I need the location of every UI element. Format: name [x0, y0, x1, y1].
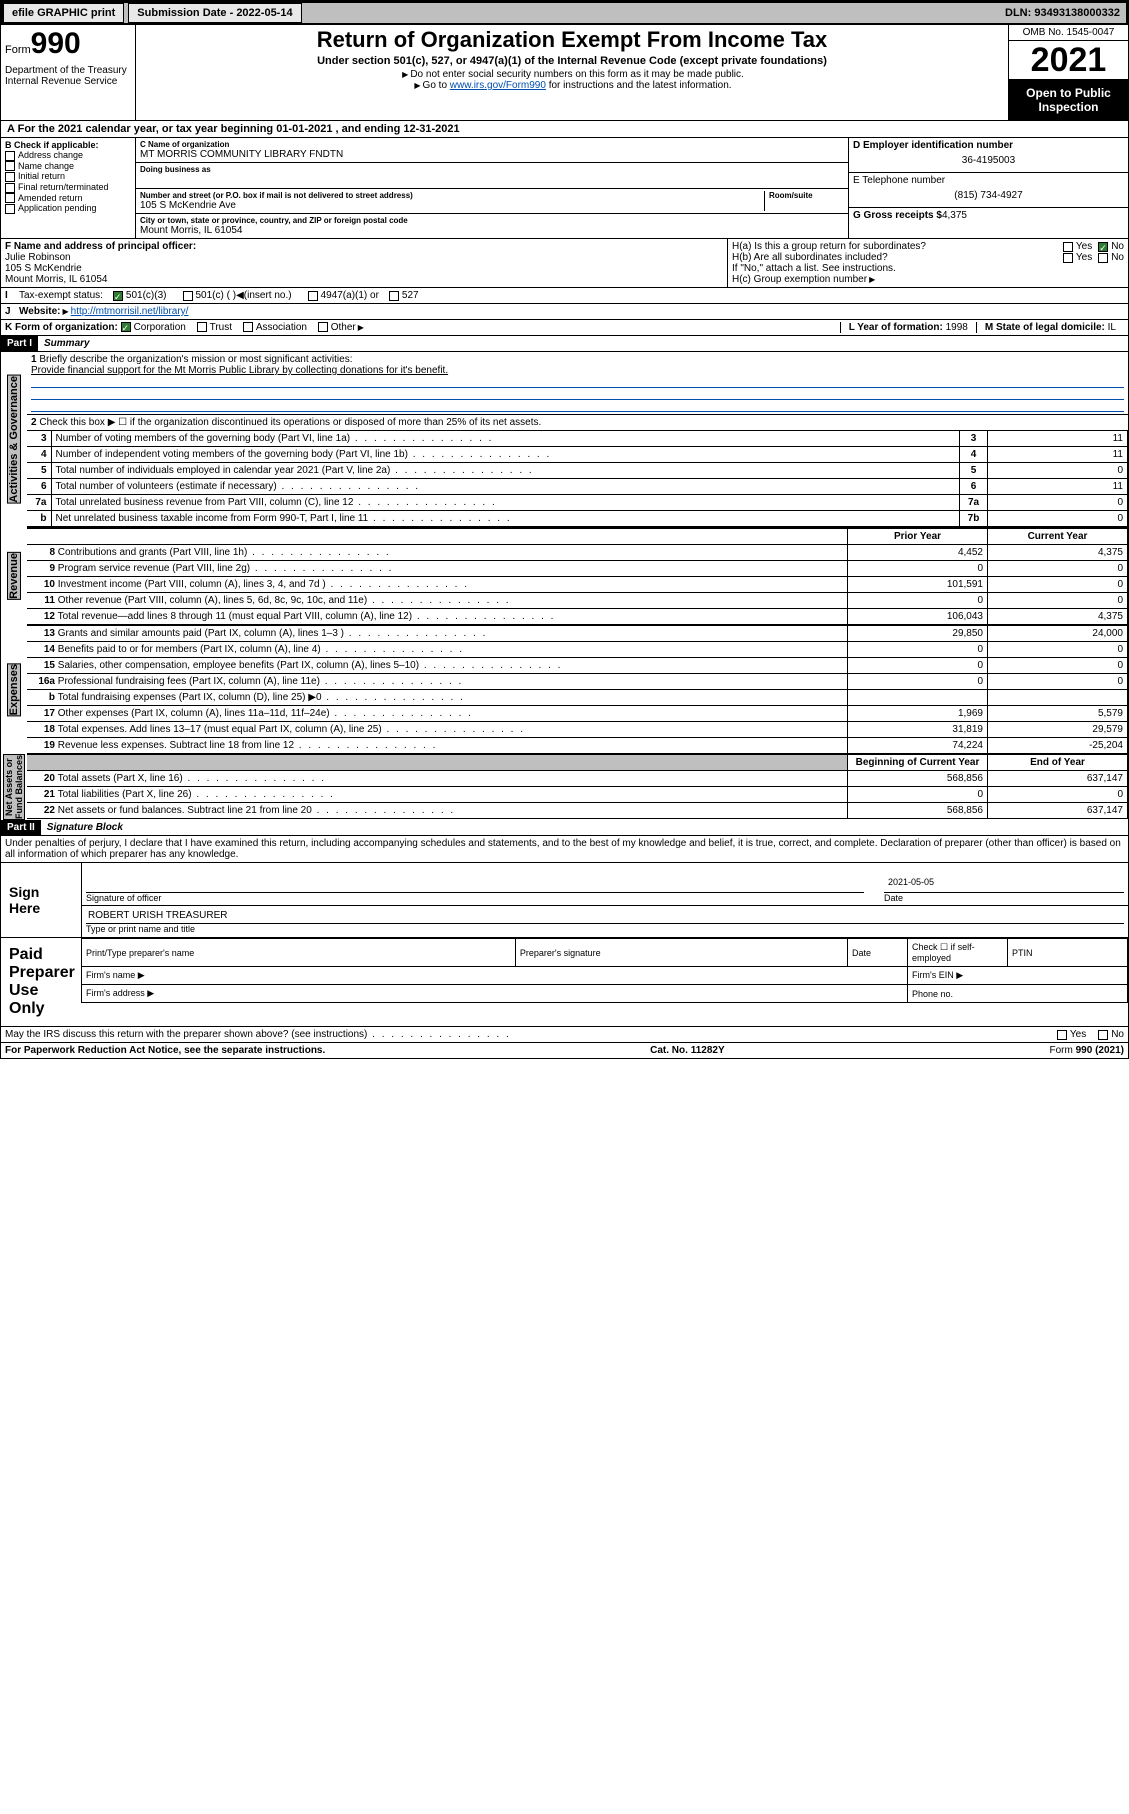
- part2-header: Part II Signature Block: [1, 820, 1128, 836]
- governance-table: 3Number of voting members of the governi…: [27, 430, 1128, 527]
- checkbox-app-pending[interactable]: [5, 204, 15, 214]
- form-subtitle: Under section 501(c), 527, or 4947(a)(1)…: [140, 55, 1004, 67]
- form-title: Return of Organization Exempt From Incom…: [140, 27, 1004, 53]
- vert-netassets: Net Assets or Fund Balances: [3, 754, 25, 820]
- form-note1: Do not enter social security numbers on …: [140, 69, 1004, 80]
- section-b: B Check if applicable: Address change Na…: [1, 138, 136, 238]
- perjury-text: Under penalties of perjury, I declare th…: [1, 836, 1128, 862]
- dept-treasury: Department of the Treasury Internal Reve…: [5, 65, 131, 87]
- checkbox-hb-yes[interactable]: [1063, 253, 1073, 263]
- checkbox-other[interactable]: [318, 322, 328, 332]
- vert-revenue: Revenue: [7, 552, 21, 600]
- checkbox-discuss-yes[interactable]: [1057, 1030, 1067, 1040]
- section-c: C Name of organization MT MORRIS COMMUNI…: [136, 138, 848, 238]
- open-public: Open to Public Inspection: [1009, 80, 1128, 120]
- checkbox-501c[interactable]: [183, 291, 193, 301]
- officer-name: ROBERT URISH TREASURER: [86, 908, 1124, 924]
- checkbox-ha-yes[interactable]: [1063, 242, 1073, 252]
- form-container: efile GRAPHIC print Submission Date - 20…: [0, 0, 1129, 1059]
- checkbox-amended[interactable]: [5, 193, 15, 203]
- checkbox-527[interactable]: [389, 291, 399, 301]
- checkbox-initial-return[interactable]: [5, 172, 15, 182]
- sig-date-label: Date: [884, 893, 903, 903]
- dln: DLN: 93493138000332: [999, 4, 1126, 22]
- line2-text: Check this box ▶ ☐ if the organization d…: [39, 417, 541, 428]
- section-f: F Name and address of principal officer:…: [1, 239, 728, 287]
- org-city: Mount Morris, IL 61054: [140, 225, 844, 236]
- gross-receipts: 4,375: [942, 210, 967, 221]
- form-note2: Go to www.irs.gov/Form990 for instructio…: [140, 80, 1004, 91]
- checkbox-name-change[interactable]: [5, 161, 15, 171]
- line1-label: Briefly describe the organization's miss…: [39, 354, 352, 365]
- revenue-table: Prior YearCurrent Year 8 Contributions a…: [27, 527, 1128, 625]
- checkbox-corp[interactable]: [121, 322, 131, 332]
- ein: 36-4195003: [853, 151, 1124, 170]
- discuss-row: May the IRS discuss this return with the…: [1, 1027, 1128, 1043]
- topbar: efile GRAPHIC print Submission Date - 20…: [1, 1, 1128, 25]
- checkbox-assoc[interactable]: [243, 322, 253, 332]
- efile-button[interactable]: efile GRAPHIC print: [3, 3, 124, 23]
- expenses-table: 13 Grants and similar amounts paid (Part…: [27, 625, 1128, 754]
- omb-number: OMB No. 1545-0047: [1009, 25, 1128, 41]
- checkbox-discuss-no[interactable]: [1098, 1030, 1108, 1040]
- org-name: MT MORRIS COMMUNITY LIBRARY FNDTN: [140, 149, 844, 160]
- tax-period: A For the 2021 calendar year, or tax yea…: [1, 121, 466, 137]
- checkbox-hb-no[interactable]: [1098, 253, 1108, 263]
- checkbox-trust[interactable]: [197, 322, 207, 332]
- section-j: J Website: http://mtmorrisil.net/library…: [1, 304, 1128, 320]
- vert-governance: Activities & Governance: [7, 375, 21, 504]
- netassets-table: Beginning of Current YearEnd of Year 20 …: [27, 754, 1128, 819]
- checkbox-501c3[interactable]: [113, 291, 123, 301]
- mission-text: Provide financial support for the Mt Mor…: [31, 365, 448, 376]
- paid-preparer-label: Paid Preparer Use Only: [1, 938, 81, 1026]
- vert-expenses: Expenses: [7, 663, 21, 716]
- section-i: I Tax-exempt status: 501(c)(3) 501(c) ( …: [1, 288, 1128, 304]
- phone: (815) 734-4927: [853, 186, 1124, 205]
- website-link[interactable]: http://mtmorrisil.net/library/: [71, 306, 189, 317]
- tax-year: 2021: [1009, 41, 1128, 80]
- sig-date: 2021-05-05: [884, 877, 1124, 893]
- sign-here-label: Sign Here: [1, 863, 81, 937]
- part1-header: Part I Summary: [1, 336, 1128, 352]
- section-d: D Employer identification number 36-4195…: [848, 138, 1128, 238]
- sig-officer-label: Signature of officer: [86, 893, 161, 903]
- submission-date: Submission Date - 2022-05-14: [128, 3, 301, 23]
- org-street: 105 S McKendrie Ave: [140, 200, 764, 211]
- checkbox-address-change[interactable]: [5, 151, 15, 161]
- form-number: Form990: [5, 27, 131, 61]
- page-footer: For Paperwork Reduction Act Notice, see …: [1, 1043, 1128, 1058]
- checkbox-ha-no[interactable]: [1098, 242, 1108, 252]
- checkbox-4947[interactable]: [308, 291, 318, 301]
- section-h: H(a) Is this a group return for subordin…: [728, 239, 1128, 287]
- irs-link[interactable]: www.irs.gov/Form990: [450, 80, 546, 91]
- form-header: Form990 Department of the Treasury Inter…: [1, 25, 1128, 121]
- section-klm: K Form of organization: Corporation Trus…: [1, 320, 1128, 336]
- preparer-table: Print/Type preparer's name Preparer's si…: [81, 938, 1128, 1003]
- type-name-label: Type or print name and title: [86, 924, 195, 934]
- checkbox-final-return[interactable]: [5, 183, 15, 193]
